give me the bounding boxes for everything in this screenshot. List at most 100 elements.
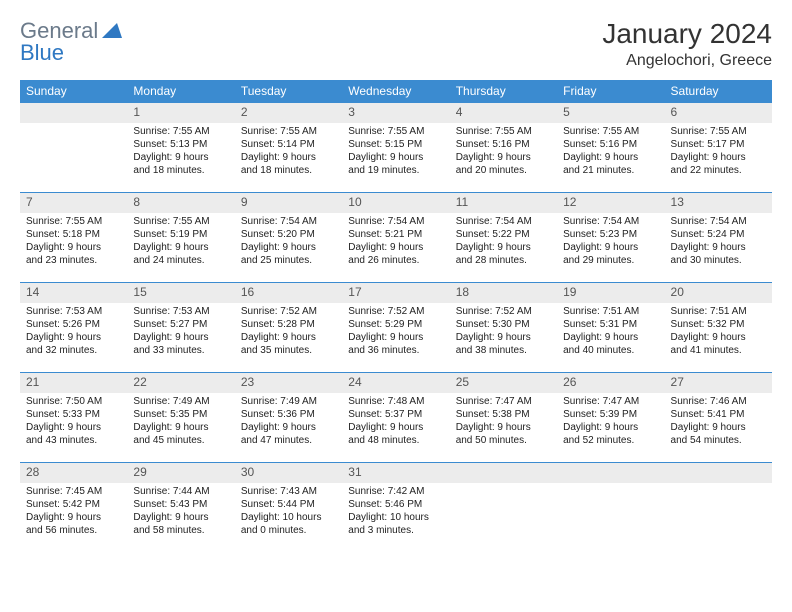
day-number: 11	[450, 193, 557, 213]
daylight-text: and 30 minutes.	[671, 254, 766, 267]
sunrise-text: Sunrise: 7:43 AM	[241, 485, 336, 498]
daylight-text: Daylight: 9 hours	[456, 241, 551, 254]
sunrise-text: Sunrise: 7:47 AM	[456, 395, 551, 408]
day-cell	[20, 123, 127, 193]
weekday-header: Tuesday	[235, 80, 342, 103]
sunset-text: Sunset: 5:21 PM	[348, 228, 443, 241]
day-cell: Sunrise: 7:51 AMSunset: 5:31 PMDaylight:…	[557, 303, 664, 373]
day-content-row: Sunrise: 7:53 AMSunset: 5:26 PMDaylight:…	[20, 303, 772, 373]
day-cell: Sunrise: 7:55 AMSunset: 5:16 PMDaylight:…	[557, 123, 664, 193]
daylight-text: Daylight: 9 hours	[348, 421, 443, 434]
sunset-text: Sunset: 5:27 PM	[133, 318, 228, 331]
sunrise-text: Sunrise: 7:54 AM	[241, 215, 336, 228]
day-cell: Sunrise: 7:54 AMSunset: 5:21 PMDaylight:…	[342, 213, 449, 283]
sunset-text: Sunset: 5:44 PM	[241, 498, 336, 511]
sunset-text: Sunset: 5:29 PM	[348, 318, 443, 331]
day-cell	[557, 483, 664, 547]
day-cell: Sunrise: 7:45 AMSunset: 5:42 PMDaylight:…	[20, 483, 127, 547]
sunset-text: Sunset: 5:37 PM	[348, 408, 443, 421]
sunset-text: Sunset: 5:41 PM	[671, 408, 766, 421]
sunrise-text: Sunrise: 7:49 AM	[133, 395, 228, 408]
day-number: 21	[20, 373, 127, 393]
day-number: 2	[235, 103, 342, 123]
sunset-text: Sunset: 5:13 PM	[133, 138, 228, 151]
sunrise-text: Sunrise: 7:47 AM	[563, 395, 658, 408]
sunset-text: Sunset: 5:38 PM	[456, 408, 551, 421]
daylight-text: Daylight: 9 hours	[563, 151, 658, 164]
day-cell: Sunrise: 7:46 AMSunset: 5:41 PMDaylight:…	[665, 393, 772, 463]
daylight-text: Daylight: 9 hours	[563, 331, 658, 344]
sunrise-text: Sunrise: 7:53 AM	[26, 305, 121, 318]
day-number: 14	[20, 283, 127, 303]
sunset-text: Sunset: 5:46 PM	[348, 498, 443, 511]
weekday-header: Monday	[127, 80, 234, 103]
daylight-text: and 36 minutes.	[348, 344, 443, 357]
daylight-text: and 19 minutes.	[348, 164, 443, 177]
daylight-text: and 35 minutes.	[241, 344, 336, 357]
daylight-text: and 52 minutes.	[563, 434, 658, 447]
sunset-text: Sunset: 5:15 PM	[348, 138, 443, 151]
sunrise-text: Sunrise: 7:54 AM	[563, 215, 658, 228]
daylight-text: Daylight: 9 hours	[671, 151, 766, 164]
day-cell: Sunrise: 7:54 AMSunset: 5:20 PMDaylight:…	[235, 213, 342, 283]
day-number: 9	[235, 193, 342, 213]
daylight-text: and 56 minutes.	[26, 524, 121, 537]
day-number: 25	[450, 373, 557, 393]
day-content-row: Sunrise: 7:55 AMSunset: 5:13 PMDaylight:…	[20, 123, 772, 193]
day-number: 8	[127, 193, 234, 213]
sunset-text: Sunset: 5:33 PM	[26, 408, 121, 421]
day-number-row: 123456	[20, 103, 772, 123]
day-cell: Sunrise: 7:44 AMSunset: 5:43 PMDaylight:…	[127, 483, 234, 547]
day-cell: Sunrise: 7:52 AMSunset: 5:29 PMDaylight:…	[342, 303, 449, 373]
weekday-header: Thursday	[450, 80, 557, 103]
daylight-text: and 45 minutes.	[133, 434, 228, 447]
day-number: 17	[342, 283, 449, 303]
daylight-text: Daylight: 9 hours	[133, 151, 228, 164]
daylight-text: Daylight: 9 hours	[348, 331, 443, 344]
daylight-text: Daylight: 10 hours	[241, 511, 336, 524]
day-number: 26	[557, 373, 664, 393]
day-number: 29	[127, 463, 234, 483]
day-cell: Sunrise: 7:49 AMSunset: 5:36 PMDaylight:…	[235, 393, 342, 463]
daylight-text: and 58 minutes.	[133, 524, 228, 537]
sunset-text: Sunset: 5:16 PM	[563, 138, 658, 151]
sunrise-text: Sunrise: 7:55 AM	[133, 215, 228, 228]
day-number: 12	[557, 193, 664, 213]
sunset-text: Sunset: 5:31 PM	[563, 318, 658, 331]
daylight-text: Daylight: 9 hours	[563, 241, 658, 254]
daylight-text: Daylight: 9 hours	[133, 331, 228, 344]
daylight-text: Daylight: 9 hours	[133, 511, 228, 524]
day-number: 16	[235, 283, 342, 303]
sunset-text: Sunset: 5:20 PM	[241, 228, 336, 241]
day-number: 10	[342, 193, 449, 213]
daylight-text: Daylight: 9 hours	[26, 241, 121, 254]
day-cell	[665, 483, 772, 547]
daylight-text: and 50 minutes.	[456, 434, 551, 447]
title-block: January 2024 Angelochori, Greece	[602, 18, 772, 70]
day-cell: Sunrise: 7:52 AMSunset: 5:30 PMDaylight:…	[450, 303, 557, 373]
sunset-text: Sunset: 5:19 PM	[133, 228, 228, 241]
sunrise-text: Sunrise: 7:52 AM	[456, 305, 551, 318]
day-number: 18	[450, 283, 557, 303]
daylight-text: Daylight: 9 hours	[26, 421, 121, 434]
daylight-text: and 54 minutes.	[671, 434, 766, 447]
day-cell	[450, 483, 557, 547]
sunrise-text: Sunrise: 7:49 AM	[241, 395, 336, 408]
day-number: 1	[127, 103, 234, 123]
daylight-text: and 22 minutes.	[671, 164, 766, 177]
day-cell: Sunrise: 7:55 AMSunset: 5:17 PMDaylight:…	[665, 123, 772, 193]
day-content-row: Sunrise: 7:55 AMSunset: 5:18 PMDaylight:…	[20, 213, 772, 283]
daylight-text: and 47 minutes.	[241, 434, 336, 447]
sunrise-text: Sunrise: 7:55 AM	[348, 125, 443, 138]
daylight-text: Daylight: 9 hours	[671, 241, 766, 254]
daylight-text: Daylight: 9 hours	[456, 151, 551, 164]
header: General January 2024 Angelochori, Greece	[20, 18, 772, 70]
daylight-text: and 23 minutes.	[26, 254, 121, 267]
day-number: 15	[127, 283, 234, 303]
sunset-text: Sunset: 5:42 PM	[26, 498, 121, 511]
day-number: 19	[557, 283, 664, 303]
sunrise-text: Sunrise: 7:55 AM	[563, 125, 658, 138]
logo-triangle-icon	[102, 20, 122, 43]
sunset-text: Sunset: 5:32 PM	[671, 318, 766, 331]
daylight-text: and 40 minutes.	[563, 344, 658, 357]
